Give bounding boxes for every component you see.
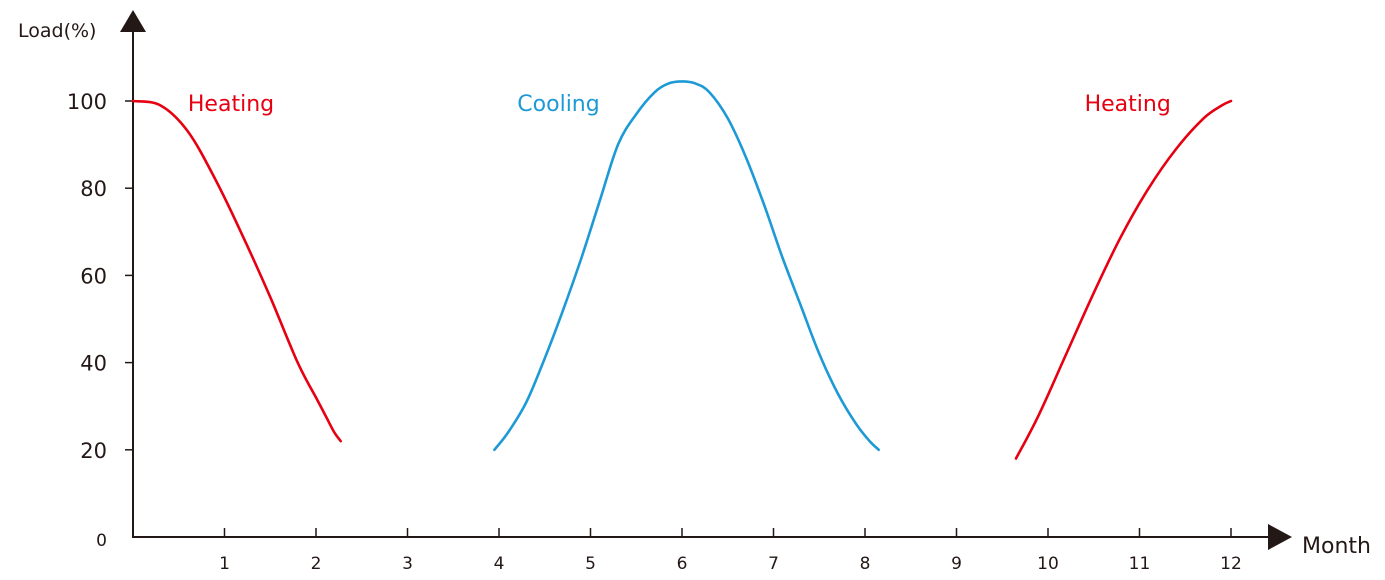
x-tick-label: 6 [677,554,688,574]
series-layer [131,80,1233,460]
x-tick-label: 1 [219,554,230,574]
x-tick-label: 7 [768,554,779,574]
y-axis-label: Load(%) [18,20,96,42]
y-tick-label: 20 [80,439,107,463]
series-label-cooling-2: Cooling [517,92,599,117]
x-tick-label: 12 [1220,554,1242,574]
y-tick-label: 0 [96,531,107,551]
axes-layer: Load(%) Month [18,10,1371,559]
y-tick-label: 80 [80,177,107,201]
x-axis-arrow-icon [1268,524,1292,550]
x-axis-label: Month [1302,534,1371,559]
x-tick-label: 2 [311,554,322,574]
annotation-layer: Heating Cooling Heating [188,92,1171,117]
x-tick-label: 9 [951,554,962,574]
heating-curve-1 [131,99,342,443]
x-tick-label: 10 [1037,554,1059,574]
series-label-heating-1: Heating [188,92,274,117]
x-tick-label: 5 [585,554,596,574]
y-tick-label: 100 [67,90,107,114]
cooling-curve-2 [493,80,880,452]
x-tick-label: 3 [402,554,413,574]
heating-curve-3 [1014,99,1233,460]
y-axis-arrow-icon [120,10,146,32]
y-tick-label: 60 [80,264,107,288]
x-tick-label: 4 [494,554,505,574]
y-tick-label: 40 [80,352,107,376]
x-tick-label: 11 [1129,554,1151,574]
x-tick-label: 8 [860,554,871,574]
series-label-heating-3: Heating [1085,92,1171,117]
